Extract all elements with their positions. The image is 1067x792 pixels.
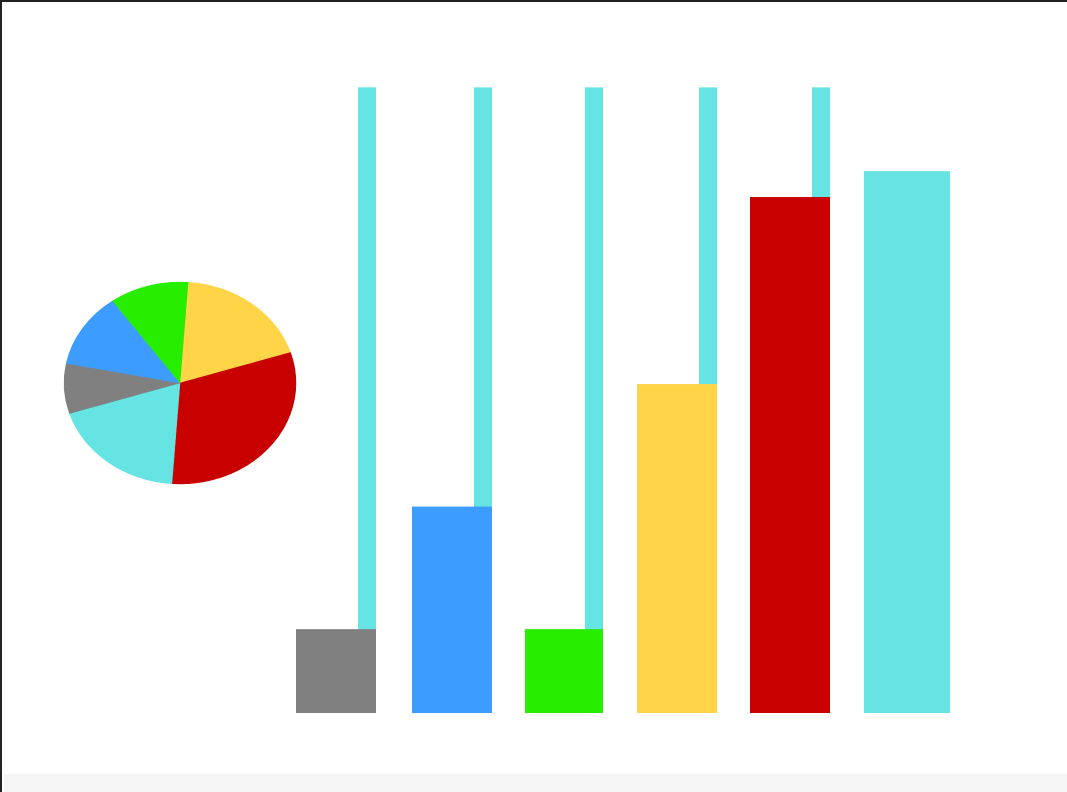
pie-slice <box>69 382 181 485</box>
bar <box>864 171 950 713</box>
pie-slice <box>179 352 297 466</box>
bar <box>637 384 717 713</box>
pie-chart <box>63 281 297 485</box>
marker-line <box>358 87 376 714</box>
pie-slice <box>112 281 189 384</box>
bar <box>750 197 830 713</box>
pie-slice <box>171 382 248 485</box>
bottom-strip <box>4 774 1067 792</box>
pie-slice <box>65 300 181 384</box>
marker-line <box>585 87 603 714</box>
bar <box>412 506 492 713</box>
pie-slice <box>179 281 291 384</box>
bar <box>525 629 603 713</box>
bar <box>296 629 376 713</box>
